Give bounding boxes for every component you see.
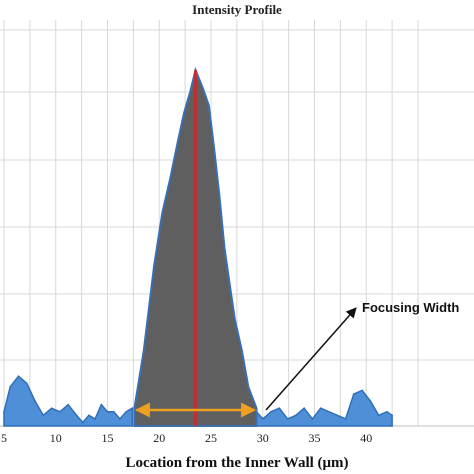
x-tick-label: 40 [360,431,372,445]
background-point [106,410,109,413]
peak-point [255,407,258,410]
background-point [319,407,322,410]
peak-point [177,140,179,142]
background-point [336,414,339,417]
grid [0,20,474,427]
background-point [125,410,127,413]
background-point [81,421,84,424]
background-point [278,407,281,410]
background-point [42,414,45,417]
peak-point [153,265,155,267]
background-area-segment [3,375,134,427]
peak-point [213,147,215,150]
background-point [311,418,314,420]
peak-point [169,176,172,178]
background-point [25,382,28,385]
background-point [94,418,96,420]
peak-point [201,87,204,89]
background-area-segment [241,389,393,427]
background-point [34,400,36,402]
background-point [328,410,330,413]
background-point [100,403,103,406]
background-point [59,410,61,413]
peak-point [183,111,185,114]
background-point [3,410,5,413]
x-tick-label: 15 [102,431,114,445]
background-point [9,386,12,388]
peak-point [228,282,231,285]
peak-point [142,350,145,353]
background-point [75,414,78,417]
background-point [386,410,388,413]
background-point [286,418,289,420]
peak-point [223,247,226,249]
focusing-width-label: Focusing Width [362,300,459,315]
x-tick-label: 10 [50,431,62,445]
x-axis-label: Location from the Inner Wall (μm) [125,455,348,471]
background-point [391,414,393,417]
annotation-marks [134,70,357,426]
x-tick-label: 35 [309,431,321,445]
background-point [361,389,363,392]
background-point [131,407,134,410]
background-point [261,418,264,420]
peak-point [241,350,243,353]
peak-point [161,211,164,214]
background-point [377,414,380,417]
background-point [295,414,297,417]
x-axis-ticks: 5 10 15 20 25 30 35 40 [1,431,372,445]
background-point [353,393,355,395]
background-point [344,418,347,420]
x-tick-label: 20 [153,431,165,445]
background-point [50,407,53,410]
background-signal-area [3,375,393,427]
x-tick-label: 30 [257,431,269,445]
peak-point [189,90,192,93]
background-point [369,400,372,402]
background-point [303,407,305,410]
peak-point [218,193,221,196]
background-point [112,410,115,413]
peak-point [247,386,250,388]
background-point [88,414,90,417]
background-point [119,418,121,420]
x-tick-label: 5 [1,431,7,445]
background-point [17,375,20,377]
chart-title: Intensity Profile [192,2,282,17]
x-tick-label: 25 [205,431,217,445]
peak-point [208,104,210,107]
background-point [270,410,272,413]
annotation-pointer-arrow [265,307,357,411]
peak-point [234,318,236,321]
peak-point [133,407,136,410]
background-point [67,403,69,406]
